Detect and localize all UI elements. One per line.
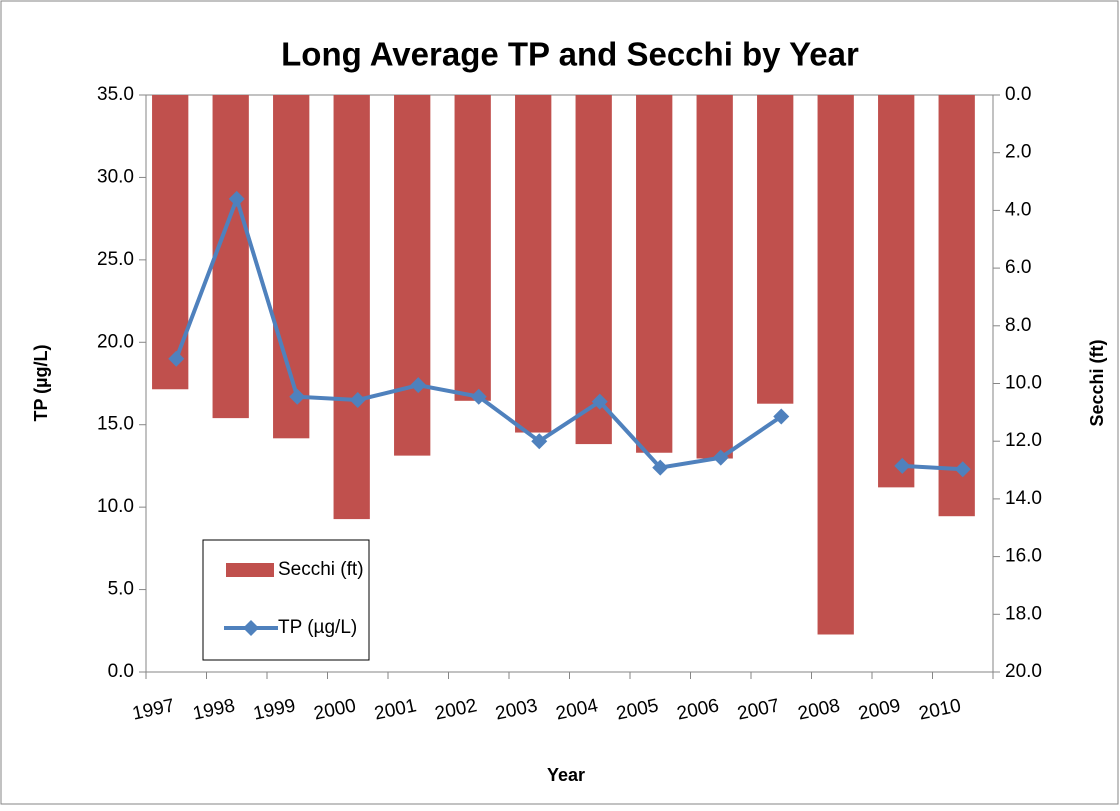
x-axis-title: Year [547,765,585,785]
marker [652,459,669,476]
bar [394,95,431,456]
marker [712,449,729,466]
marker [168,350,185,367]
marker [894,457,911,474]
y2-tick-label: 12.0 [1005,430,1042,451]
y2-tick-label: 16.0 [1005,546,1042,567]
marker [954,461,971,478]
marker [591,393,608,410]
y2-tick-label: 18.0 [1005,603,1042,624]
marker [228,190,245,207]
y-tick-label: 35.0 [97,84,134,105]
bar [454,95,491,401]
bar [757,95,794,404]
y2-tick-label: 0.0 [1005,84,1031,105]
bar [575,95,612,445]
legend-swatch [226,563,274,577]
legend-label: TP (µg/L) [278,617,357,638]
marker [470,388,487,405]
bar [333,95,370,520]
y2-tick-label: 8.0 [1005,315,1031,336]
y2-tick-label: 6.0 [1005,257,1031,278]
bar [878,95,915,488]
marker [773,408,790,425]
marker [289,388,306,405]
y-tick-label: 30.0 [97,166,134,187]
y-tick-label: 15.0 [97,414,134,435]
y2-tick-label: 20.0 [1005,661,1042,682]
y2-tick-label: 4.0 [1005,199,1031,220]
y-tick-label: 20.0 [97,331,134,352]
y-tick-label: 10.0 [97,496,134,517]
bar [212,95,249,419]
line [902,463,963,472]
y2-axis-title: Secchi (ft) [1087,339,1107,426]
legend-marker [243,620,259,636]
marker [531,433,548,450]
y2-tick-label: 10.0 [1005,373,1042,394]
bar [696,95,733,459]
y-axis-title: TP (µg/L) [31,344,51,421]
bar [938,95,975,517]
bar [636,95,673,453]
legend-label: Secchi (ft) [278,559,364,580]
y-tick-label: 0.0 [108,661,134,682]
bar [817,95,854,635]
y-tick-label: 25.0 [97,249,134,270]
legend-box [202,539,370,661]
y-tick-label: 5.0 [108,579,134,600]
y2-tick-label: 2.0 [1005,142,1031,163]
bar [515,95,552,433]
chart-title: Long Average TP and Secchi by Year [281,36,859,73]
bar [273,95,310,439]
y2-tick-label: 14.0 [1005,488,1042,509]
marker [410,377,427,394]
marker [349,391,366,408]
